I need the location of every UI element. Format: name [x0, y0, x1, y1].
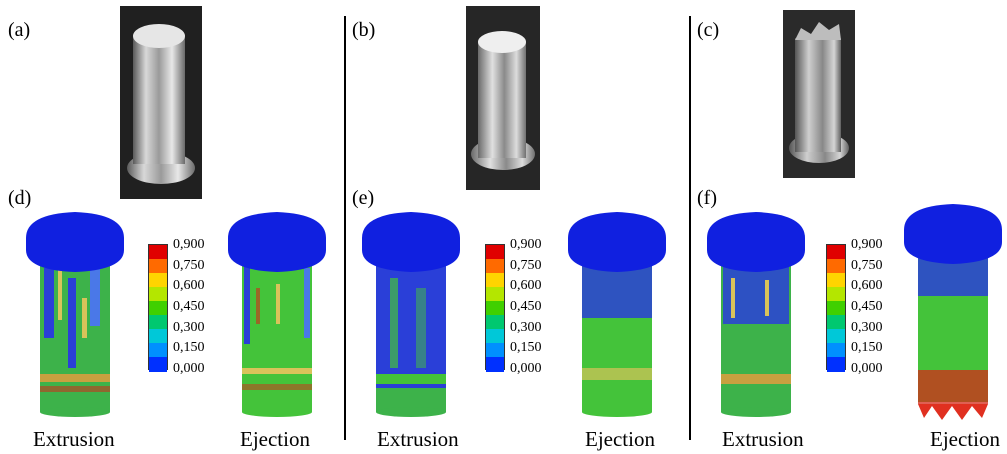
legend-tick-label: 0,450: [173, 299, 205, 314]
legend-tick-label: 0,000: [173, 361, 205, 376]
caption-extrusion-d: Extrusion: [33, 427, 115, 451]
legend-tick-label: 0,150: [851, 340, 883, 356]
legend-f: 0,900 0,750 0,600 0,450 0,300 0,150 0,000: [826, 238, 926, 378]
legend-color-segment: [827, 315, 845, 330]
panel-label-f: (f): [697, 187, 717, 209]
legend-colorbar: [826, 244, 846, 372]
legend-color-segment: [827, 273, 845, 288]
legend-color-segment: [827, 259, 845, 274]
legend-color-segment: [149, 301, 167, 316]
photo-rivet-a: [120, 6, 202, 199]
legend-tick-label: 0,300: [510, 319, 542, 335]
legend-color-segment: [149, 329, 167, 344]
legend-color-segment: [149, 245, 167, 260]
legend-color-segment: [486, 343, 504, 358]
caption-ejection-d: Ejection: [240, 427, 310, 451]
legend-color-segment: [149, 357, 167, 372]
legend-color-segment: [486, 259, 504, 274]
legend-tick-label: 0,900: [510, 237, 542, 252]
caption-ejection-e: Ejection: [585, 427, 655, 451]
legend-color-segment: [149, 273, 167, 288]
caption-extrusion-e: Extrusion: [377, 427, 459, 451]
photo-rivet-c: [783, 10, 855, 178]
legend-color-segment: [149, 259, 167, 274]
panel-label-a: (a): [8, 19, 31, 41]
legend-tick-label: 0,150: [173, 340, 205, 356]
photo-rivet-b: [466, 6, 540, 190]
legend-tick-label: 0,000: [510, 361, 542, 376]
legend-color-segment: [486, 357, 504, 372]
divider-left: [344, 16, 346, 440]
legend-tick-label: 0,600: [510, 278, 542, 294]
sim-rivet-e-extrusion: [360, 208, 464, 418]
legend-color-segment: [486, 245, 504, 260]
legend-color-segment: [149, 343, 167, 358]
sim-rivet-f-ejection: [902, 200, 1006, 422]
panel-label-b: (b): [352, 19, 376, 41]
panel-label-e: (e): [352, 187, 375, 209]
panel-label-d: (d): [8, 187, 32, 209]
legend-color-segment: [827, 357, 845, 372]
sim-rivet-e-ejection: [566, 208, 670, 418]
legend-tick-label: 0,300: [851, 319, 883, 335]
legend-color-segment: [486, 329, 504, 344]
legend-tick-label: 0,750: [851, 257, 883, 273]
legend-tick-label: 0,900: [851, 237, 883, 252]
sim-rivet-f-extrusion: [705, 208, 809, 418]
caption-extrusion-f: Extrusion: [722, 427, 804, 451]
caption-ejection-f: Ejection: [930, 427, 1000, 451]
legend-color-segment: [149, 315, 167, 330]
legend-color-segment: [149, 287, 167, 302]
legend-tick-label: 0,150: [510, 340, 542, 356]
legend-color-segment: [827, 301, 845, 316]
legend-tick-label: 0,750: [173, 257, 205, 273]
legend-tick-label: 0,000: [851, 361, 883, 376]
legend-tick-label: 0,600: [851, 278, 883, 294]
legend-tick-label: 0,450: [851, 299, 883, 314]
legend-color-segment: [486, 287, 504, 302]
legend-d: 0,900 0,750 0,600 0,450 0,300 0,150 0,000: [148, 238, 248, 378]
legend-color-segment: [486, 273, 504, 288]
legend-tick-label: 0,300: [173, 319, 205, 335]
legend-tick-label: 0,900: [173, 237, 205, 252]
legend-color-segment: [827, 287, 845, 302]
legend-tick-label: 0,600: [173, 278, 205, 294]
legend-tick-label: 0,450: [510, 299, 542, 314]
panel-label-c: (c): [697, 19, 720, 41]
legend-color-segment: [827, 245, 845, 260]
divider-right: [689, 16, 691, 440]
legend-color-segment: [486, 301, 504, 316]
legend-colorbar: [148, 244, 168, 372]
legend-color-segment: [827, 329, 845, 344]
sim-rivet-d-extrusion: [24, 208, 128, 418]
legend-colorbar: [485, 244, 505, 372]
sim-rivet-d-ejection: [226, 208, 330, 418]
legend-color-segment: [827, 343, 845, 358]
legend-color-segment: [486, 315, 504, 330]
legend-tick-label: 0,750: [510, 257, 542, 273]
legend-e: 0,900 0,750 0,600 0,450 0,300 0,150 0,000: [485, 238, 585, 378]
